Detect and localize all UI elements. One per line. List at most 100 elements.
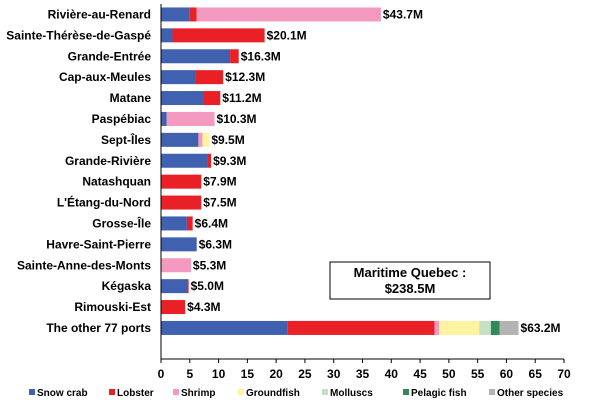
legend-swatch-groundfish xyxy=(238,389,244,395)
category-label: Natashquan xyxy=(82,175,151,189)
category-label: Paspébiac xyxy=(92,112,152,126)
callout-box xyxy=(329,261,491,300)
bar-snow-crab xyxy=(161,70,196,85)
legend-swatch-molluscs xyxy=(322,389,328,395)
category-label: Grosse-Île xyxy=(92,215,151,230)
category-label: Matane xyxy=(110,91,152,105)
total-label: $7.9M xyxy=(203,175,236,189)
legend-label: Shrimp xyxy=(181,388,215,399)
bar-lobster xyxy=(186,216,193,231)
x-tick-label: 55 xyxy=(471,367,485,381)
bar-lobster xyxy=(195,70,224,85)
total-label: $5.3M xyxy=(193,258,226,272)
total-label: $20.1M xyxy=(267,28,307,42)
bar-shrimp xyxy=(166,111,215,126)
total-label: $6.3M xyxy=(199,237,232,251)
category-label: Cap-aux-Meules xyxy=(59,70,151,84)
bar-lobster xyxy=(161,300,186,315)
bars-layer: Rivière-au-Renard $43.7M Sainte-Thérèse-de… xyxy=(6,7,561,335)
bar-snow-crab xyxy=(161,91,204,106)
total-label: $6.4M xyxy=(195,216,228,230)
legend-label: Snow crab xyxy=(37,388,88,399)
bar-lobster xyxy=(187,279,189,294)
bar-lobster xyxy=(203,91,221,106)
bar-pelagic-fish xyxy=(490,320,500,335)
category-label: Kégaska xyxy=(102,279,152,293)
bar-snow-crab xyxy=(161,320,288,335)
category-label: Sainte-Thérèse-de-Gaspé xyxy=(6,28,151,42)
x-tick-label: 25 xyxy=(298,367,312,381)
x-tick-label: 5 xyxy=(186,367,193,381)
total-label: $7.5M xyxy=(203,196,236,210)
total-label: $63.2M xyxy=(521,321,561,335)
category-label: Havre-Saint-Pierre xyxy=(46,237,151,251)
bar-snow-crab xyxy=(161,28,173,43)
category-label: Rimouski-Est xyxy=(74,300,151,314)
legend: Snow crab Lobster Shrimp Groundfish Molluscs… xyxy=(29,388,564,399)
total-label: $9.3M xyxy=(213,154,246,168)
bar-snow-crab xyxy=(161,153,208,168)
bar-lobster xyxy=(230,49,239,64)
x-tick-label: 45 xyxy=(413,367,427,381)
bar-shrimp xyxy=(198,132,203,147)
legend-label: Groundfish xyxy=(246,388,300,399)
category-label: Grande-Entrée xyxy=(68,49,152,63)
total-label: $11.2M xyxy=(222,91,261,105)
bar-lobster xyxy=(161,195,202,210)
legend-label: Other species xyxy=(497,388,564,399)
bar-groundfish xyxy=(439,320,480,335)
bar-snow-crab xyxy=(161,111,167,126)
bar-lobster xyxy=(172,28,265,43)
total-callout: Maritime Quebec : $238.5M xyxy=(329,261,491,300)
bar-molluscs xyxy=(479,320,491,335)
x-tick-label: 50 xyxy=(442,367,456,381)
x-tick-label: 65 xyxy=(529,367,543,381)
bar-snow-crab xyxy=(161,237,197,252)
category-label: L'Étang-du-Nord xyxy=(57,195,151,210)
bar-lobster xyxy=(161,174,202,189)
x-tick-label: 40 xyxy=(385,367,399,381)
total-label: $43.7M xyxy=(383,7,423,21)
bar-snow-crab xyxy=(161,7,190,22)
category-label: Rivière-au-Renard xyxy=(48,7,151,21)
total-label: $10.3M xyxy=(217,112,257,126)
x-tick-label: 30 xyxy=(327,367,341,381)
category-label: Grande-Rivière xyxy=(65,154,151,168)
total-label: $12.3M xyxy=(225,70,265,84)
x-axis: 0 5 10 15 20 25 30 35 40 45 50 55 60 65 70 xyxy=(158,4,571,381)
legend-swatch-snow-crab xyxy=(29,389,35,395)
x-tick-label: 15 xyxy=(241,367,255,381)
callout-total: $238.5M xyxy=(385,281,436,296)
x-tick-label: 70 xyxy=(557,367,571,381)
bar-groundfish xyxy=(202,132,210,147)
x-tick-label: 20 xyxy=(269,367,283,381)
bar-other-species xyxy=(499,320,519,335)
bar-snow-crab xyxy=(161,279,188,294)
total-label: $4.3M xyxy=(187,300,220,314)
bar-snow-crab xyxy=(161,49,231,64)
bar-shrimp xyxy=(434,320,440,335)
bar-lobster xyxy=(207,153,212,168)
total-label: $16.3M xyxy=(241,49,281,63)
category-label: Sainte-Anne-des-Monts xyxy=(17,258,151,272)
x-tick-label: 10 xyxy=(212,367,226,381)
total-label: $5.0M xyxy=(191,279,224,293)
category-label: Sept-Îles xyxy=(101,132,151,147)
x-tick-label: 60 xyxy=(500,367,514,381)
legend-swatch-other-species xyxy=(489,389,495,395)
bar-shrimp xyxy=(161,258,191,273)
legend-swatch-shrimp xyxy=(173,389,179,395)
bar-lobster xyxy=(189,7,197,22)
legend-swatch-pelagic-fish xyxy=(403,389,409,395)
bar-snow-crab xyxy=(161,216,187,231)
bar-lobster xyxy=(287,320,435,335)
x-tick-label: 0 xyxy=(158,367,165,381)
legend-label: Pelagic fish xyxy=(411,388,467,399)
legend-label: Molluscs xyxy=(330,388,373,399)
legend-swatch-lobster xyxy=(109,389,115,395)
x-tick-label: 35 xyxy=(356,367,370,381)
total-label: $9.5M xyxy=(211,133,244,147)
bar-shrimp xyxy=(196,7,381,22)
callout-title: Maritime Quebec : xyxy=(354,265,467,280)
bar-snow-crab xyxy=(161,132,199,147)
